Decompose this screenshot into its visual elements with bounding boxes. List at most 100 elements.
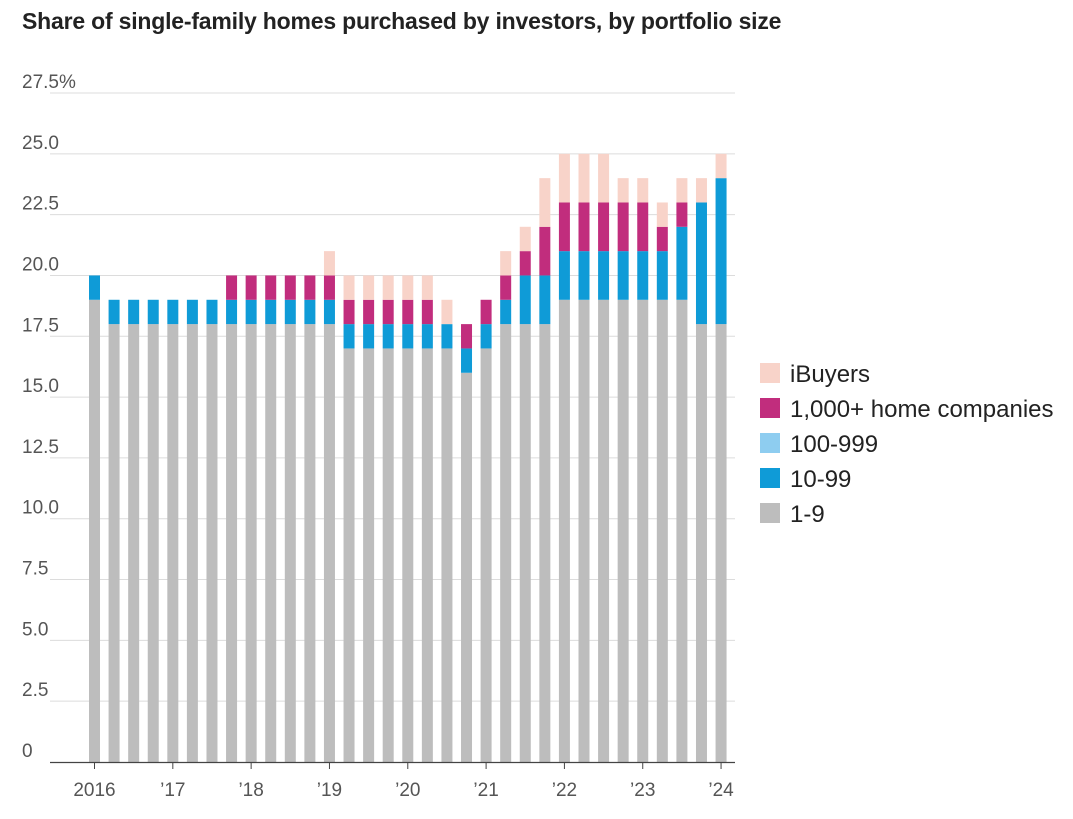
bar-segment-1-9	[245, 324, 257, 762]
bar-segment-1-000-home-companies	[617, 202, 629, 252]
bar-segment-1-9	[343, 348, 355, 762]
bar-segment-1-9	[323, 324, 335, 762]
bar-segment-1-000-home-companies	[421, 299, 433, 325]
bar-segment-1-000-home-companies	[265, 275, 277, 300]
bar-segment-10-99	[539, 275, 551, 325]
legend-swatch	[760, 398, 780, 418]
bar-segment-1-000-home-companies	[539, 226, 551, 276]
bar-segment-1-9	[676, 299, 688, 762]
bar-segment-1-000-home-companies	[637, 202, 649, 252]
bar-segment-1-9	[147, 324, 159, 762]
bar-segment-10-99	[343, 324, 355, 349]
bar-segment-10-99	[402, 324, 414, 349]
bar-segment-10-99	[147, 299, 159, 325]
bar-segment-1-000-home-companies	[519, 251, 531, 276]
bar-segment-10-99	[500, 299, 512, 325]
bar-segment-ibuyers	[598, 153, 610, 203]
bar-segment-10-99	[167, 299, 179, 325]
y-tick-label: 15.0	[22, 376, 59, 397]
bar-segment-10-99	[323, 299, 335, 325]
x-tick-label: 2016	[73, 780, 115, 801]
bar-segment-10-99	[128, 299, 140, 325]
legend-label: 100-999	[790, 431, 878, 458]
bar-segment-10-99	[206, 299, 218, 325]
bar-segment-1-9	[108, 324, 120, 762]
bar-segment-1-9	[617, 299, 629, 762]
bar-segment-1-9	[226, 324, 238, 762]
bar-segment-ibuyers	[637, 178, 649, 203]
bar-segment-ibuyers	[558, 153, 570, 203]
bar-segment-1-9	[578, 299, 590, 762]
bar-segment-1-000-home-companies	[656, 226, 668, 252]
bar-segment-1-000-home-companies	[461, 324, 473, 349]
bar-segment-10-99	[304, 299, 316, 325]
bar-segment-1-000-home-companies	[500, 275, 512, 300]
bar-segment-10-99	[421, 324, 433, 349]
y-tick-label: 20.0	[22, 254, 59, 275]
legend-label: iBuyers	[790, 361, 870, 388]
bar-segment-10-99	[441, 324, 453, 349]
bar-segment-ibuyers	[539, 178, 551, 227]
bar-segment-10-99	[519, 275, 531, 325]
bar-segment-ibuyers	[441, 299, 453, 325]
legend-swatch	[760, 468, 780, 488]
x-tick-label: ’21	[473, 780, 498, 801]
bar-segment-1-9	[598, 299, 610, 762]
bar-segment-10-99	[108, 299, 120, 325]
bar-segment-1-9	[519, 324, 531, 762]
bar-segment-10-99	[637, 251, 649, 300]
y-tick-label: 17.5	[22, 315, 59, 336]
bar-segment-1-9	[206, 324, 218, 762]
bar-segment-10-99	[245, 299, 257, 325]
legend-swatch	[760, 503, 780, 523]
bar-segment-10-99	[695, 202, 707, 325]
legend-label: 1-9	[790, 501, 825, 528]
bar-segment-ibuyers	[617, 178, 629, 203]
y-tick-label: 27.5%	[22, 72, 76, 93]
bar-segment-1-9	[382, 348, 394, 762]
bar-segment-10-99	[656, 251, 668, 300]
bar-segment-1-000-home-companies	[284, 275, 296, 300]
bar-segment-ibuyers	[323, 251, 335, 276]
bar-segment-1-9	[715, 324, 727, 762]
bar-segment-1-000-home-companies	[226, 275, 238, 300]
x-tick-label: ’20	[395, 780, 420, 801]
legend-label: 1,000+ home companies	[790, 396, 1054, 423]
bar-segment-ibuyers	[500, 251, 512, 276]
bar-segment-1-000-home-companies	[363, 299, 375, 325]
bar-segment-ibuyers	[421, 275, 433, 300]
bar-segment-1-9	[637, 299, 649, 762]
bar-segment-10-99	[598, 251, 610, 300]
bar-segment-1-9	[128, 324, 140, 762]
bar-segment-ibuyers	[402, 275, 414, 300]
bar-segment-ibuyers	[343, 275, 355, 300]
bar-segment-1-000-home-companies	[676, 202, 688, 227]
bar-segment-10-99	[676, 226, 688, 300]
bar-segment-1-9	[167, 324, 179, 762]
bar-segment-1-000-home-companies	[343, 299, 355, 325]
axes: 0 2.5 5.0 7.5 10.0 12.5 15.0 17.5 20.0 22.5 25.0 27…	[22, 72, 735, 801]
y-tick-label: 2.5	[22, 680, 48, 701]
chart-title: Share of single-family homes purchased b…	[22, 8, 782, 34]
x-tick-label: ’18	[238, 780, 263, 801]
y-tick-label: 25.0	[22, 133, 59, 154]
x-tick-label: ’19	[317, 780, 342, 801]
bar-segment-10-99	[578, 251, 590, 300]
bar-segment-10-99	[382, 324, 394, 349]
bar-segment-1-9	[284, 324, 296, 762]
bar-segment-1-9	[500, 324, 512, 762]
bar-segment-1-9	[421, 348, 433, 762]
bar-segment-10-99	[363, 324, 375, 349]
bar-segment-10-99	[558, 251, 570, 300]
legend: iBuyers 1,000+ home companies 100-999 10-99…	[760, 361, 1054, 528]
bar-segment-1-9	[402, 348, 414, 762]
bar-segment-1-9	[441, 348, 453, 762]
bar-segment-1-9	[461, 372, 473, 762]
bar-segment-ibuyers	[363, 275, 375, 300]
x-tick-label: ’17	[160, 780, 185, 801]
bar-segment-ibuyers	[715, 153, 727, 179]
y-tick-label: 10.0	[22, 498, 59, 519]
bar-segment-1-000-home-companies	[245, 275, 257, 300]
bar-segment-10-99	[265, 299, 277, 325]
